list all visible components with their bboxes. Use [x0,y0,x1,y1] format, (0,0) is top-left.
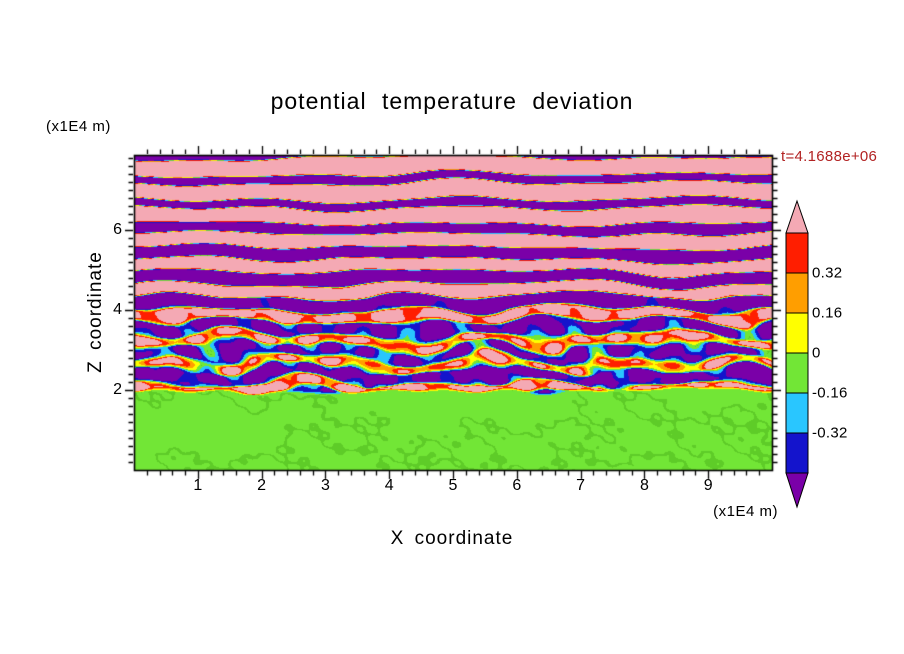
x-tick-label: 8 [639,477,649,494]
colorbar-segment [785,312,809,354]
z-tick-label: 6 [113,221,122,238]
plot-title: potential temperature deviation [270,88,634,114]
colorbar-tick-label: 0 [812,344,821,362]
colorbar-segment [785,272,809,314]
colorbar-tick-label: -0.32 [812,424,848,442]
x-axis-title: X coordinate [390,528,514,549]
colorbar-underflow-arrow [785,472,809,509]
x-tick-label: 3 [320,477,330,494]
z-axis-unit-label: (x1E4 m) [46,118,111,135]
x-tick-label: 4 [384,477,394,494]
colorbar-tick-label: -0.16 [812,384,848,402]
x-tick-label: 6 [512,477,522,494]
colorbar-segment [785,232,809,274]
colorbar-overflow-arrow [785,199,809,234]
colorbar-tick-label: 0.32 [812,264,843,282]
z-tick-label: 4 [113,301,122,318]
colorbar-segment [785,352,809,394]
colorbar-segment [785,432,809,474]
z-tick-label: 2 [113,381,122,398]
x-axis-unit-label: (x1E4 m) [713,503,778,520]
timestamp-label: t=4.1688e+06 [781,148,878,165]
colorbar-tick-label: 0.16 [812,304,843,322]
colorbar-segment [785,392,809,434]
colorbar [785,199,809,509]
x-tick-label: 2 [257,477,267,494]
x-tick-label: 1 [193,477,203,494]
x-tick-label: 7 [576,477,586,494]
x-tick-label: 9 [703,477,713,494]
x-tick-label: 5 [448,477,458,494]
